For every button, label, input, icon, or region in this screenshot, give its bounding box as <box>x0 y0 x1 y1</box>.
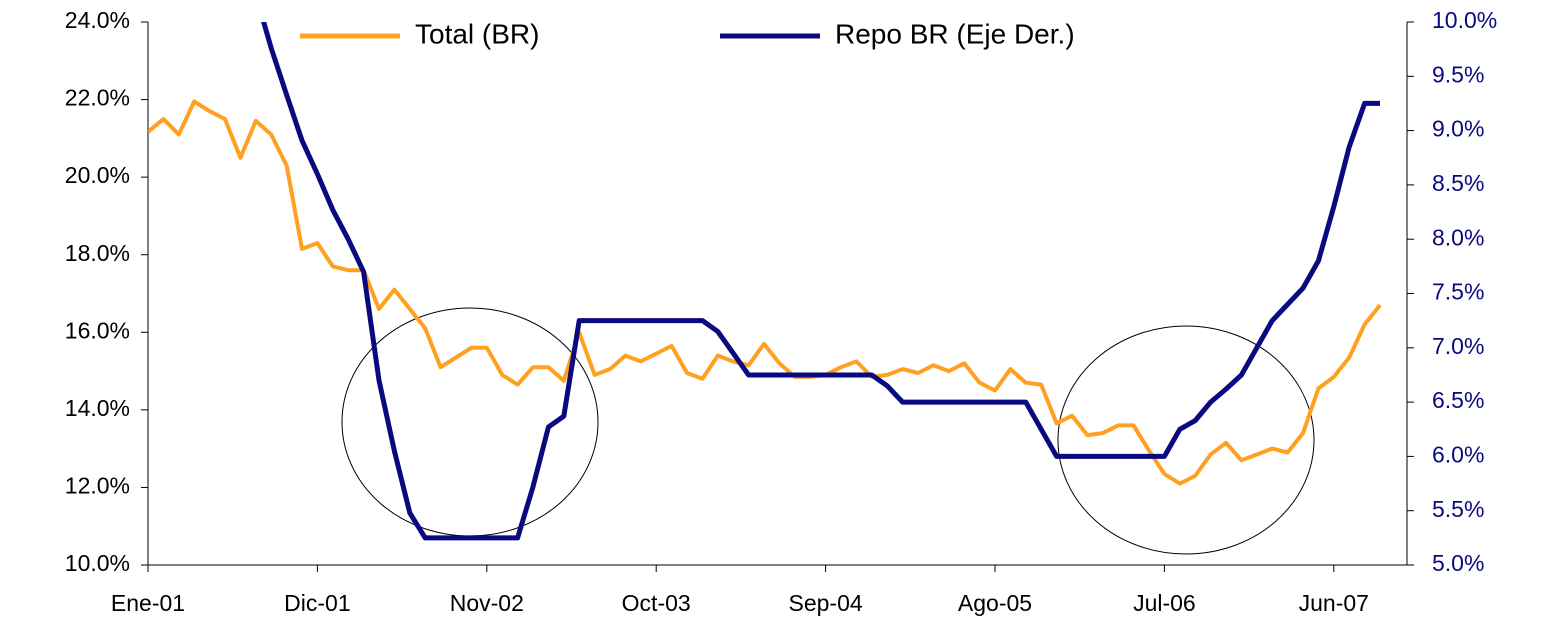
y2-tick-label: 8.0% <box>1432 224 1484 250</box>
y-tick-label: 18.0% <box>65 240 130 266</box>
x-tick-label: Jul-06 <box>1133 590 1196 616</box>
y-tick-label: 14.0% <box>65 395 130 421</box>
y-tick-label: 24.0% <box>65 7 130 33</box>
series-line <box>148 99 1382 486</box>
y2-tick-label: 6.5% <box>1432 387 1484 413</box>
y-tick-label: 16.0% <box>65 317 130 343</box>
y2-tick-label: 9.0% <box>1432 116 1484 142</box>
y-tick-label: 12.0% <box>65 473 130 499</box>
series-line <box>261 22 1380 541</box>
y2-tick-label: 7.0% <box>1432 333 1484 359</box>
y2-tick-label: 5.0% <box>1432 550 1484 576</box>
y-tick-label: 20.0% <box>65 162 130 188</box>
x-tick-label: Jun-07 <box>1299 590 1369 616</box>
y2-tick-label: 6.0% <box>1432 441 1484 467</box>
x-tick-label: Sep-04 <box>789 590 863 616</box>
x-tick-label: Oct-03 <box>622 590 691 616</box>
y-tick-label: 22.0% <box>65 85 130 111</box>
x-tick-label: Ene-01 <box>111 590 185 616</box>
y2-tick-label: 10.0% <box>1432 7 1497 33</box>
y-tick-label: 10.0% <box>65 550 130 576</box>
x-tick-label: Dic-01 <box>284 590 350 616</box>
highlight-ellipse <box>1057 325 1315 555</box>
legend-label: Repo BR (Eje Der.) <box>835 18 1075 49</box>
y2-tick-label: 5.5% <box>1432 496 1484 522</box>
legend-label: Total (BR) <box>415 18 539 49</box>
y2-tick-label: 9.5% <box>1432 61 1484 87</box>
y2-tick-label: 8.5% <box>1432 170 1484 196</box>
x-tick-label: Nov-02 <box>450 590 524 616</box>
y2-tick-label: 7.5% <box>1432 279 1484 305</box>
x-tick-label: Ago-05 <box>958 590 1032 616</box>
